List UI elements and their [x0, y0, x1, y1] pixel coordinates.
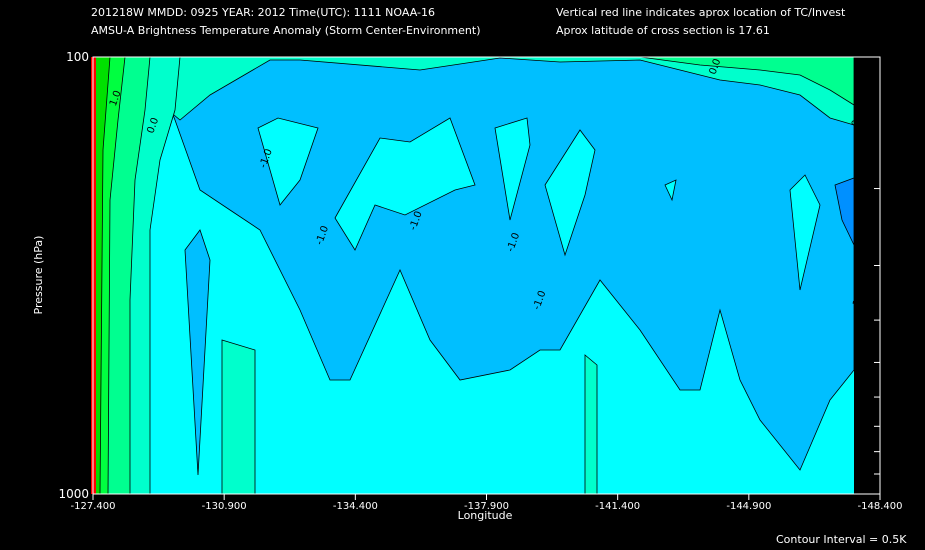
x-tick-label: -134.400	[333, 501, 378, 512]
contour-region-m1	[149, 56, 855, 471]
x-tick-label: -141.400	[595, 501, 640, 512]
header-line1-left: 201218W MMDD: 0925 YEAR: 2012 Time(UTC):…	[91, 6, 435, 19]
contour-top-green-right	[639, 56, 855, 106]
x-tick-label: -144.900	[726, 501, 771, 512]
x-tick-label: -127.400	[71, 501, 116, 512]
contour-drip	[184, 229, 211, 476]
contour-pocket-6	[789, 174, 821, 291]
y-axis-title: Pressure (hPa)	[32, 236, 45, 315]
plot-area	[92, 56, 855, 495]
contour-pocket-2	[334, 117, 476, 251]
x-tick-label: -148.400	[858, 501, 903, 512]
contour-label: -1.0	[857, 238, 874, 260]
contour-pocket-deep	[834, 177, 855, 246]
contour-pocket-4	[544, 129, 596, 257]
header-line2-left: AMSU-A Brightness Temperature Anomaly (S…	[91, 24, 481, 37]
header-line2-right: Aprox latitude of cross section is 17.61	[556, 24, 770, 37]
contour-label: 1.0	[854, 74, 870, 93]
contour-interval-label: Contour Interval = 0.5K	[776, 533, 907, 546]
y-tick-label: 1000	[58, 487, 89, 501]
contour-pocket-3	[494, 117, 531, 221]
contour-label: 1.0	[108, 89, 124, 108]
x-axis-title: Longitude	[458, 509, 513, 522]
y-axis: 100 1000	[58, 50, 880, 501]
x-tick-label: -137.900	[464, 501, 509, 512]
x-tick-label: -130.900	[202, 501, 247, 512]
contour-pocket-5	[664, 179, 677, 202]
contour-label: 0.0	[850, 110, 866, 129]
contour-stripe-2	[584, 354, 598, 495]
y-tick-label: 100	[66, 50, 89, 64]
contour-label: 0.0	[145, 116, 161, 135]
contour-pocket-1	[257, 117, 319, 206]
contour-stripe-1	[221, 339, 256, 495]
header-line1-right: Vertical red line indicates aprox locati…	[556, 6, 846, 19]
contour-label: 0.0	[708, 57, 724, 76]
x-axis: -127.400 -130.900 -134.400 -137.900 -141.400…	[71, 494, 903, 512]
